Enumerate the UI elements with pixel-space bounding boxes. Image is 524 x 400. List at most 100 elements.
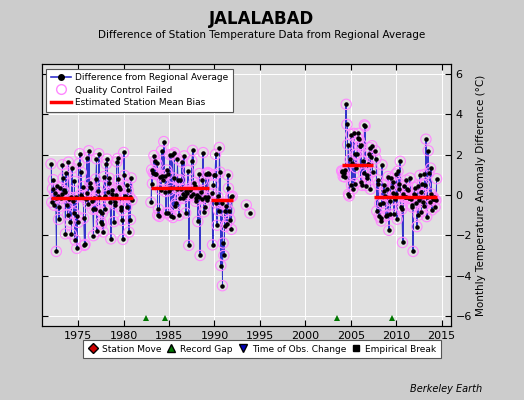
Point <box>194 194 203 200</box>
Point <box>410 184 419 191</box>
Point <box>242 202 250 208</box>
Point <box>414 212 422 218</box>
Point <box>339 173 347 180</box>
Point <box>204 194 213 200</box>
Point <box>380 188 388 194</box>
Point <box>373 208 381 214</box>
Point <box>212 200 221 206</box>
Point <box>93 228 101 235</box>
Point <box>424 148 432 154</box>
Point <box>126 216 135 223</box>
Point <box>400 183 408 189</box>
Point <box>183 190 191 196</box>
Point <box>188 147 196 154</box>
Point <box>148 180 157 187</box>
Point <box>408 204 417 210</box>
Point <box>123 204 131 210</box>
Point <box>427 191 435 197</box>
Point <box>386 198 395 204</box>
Point <box>188 147 196 154</box>
Point <box>371 148 379 154</box>
Point <box>69 198 77 204</box>
Point <box>97 221 106 228</box>
Point <box>157 148 166 154</box>
Point <box>122 194 130 201</box>
Point <box>118 217 126 224</box>
Point <box>194 218 202 225</box>
Point <box>391 171 400 177</box>
Point <box>58 162 67 168</box>
Point <box>361 123 369 129</box>
Point <box>169 175 178 181</box>
Point <box>226 216 234 223</box>
Point <box>418 181 427 188</box>
Point <box>362 182 370 189</box>
Point <box>391 196 399 203</box>
Point <box>128 197 136 203</box>
Point <box>125 229 133 235</box>
Point <box>198 195 206 202</box>
Point <box>186 187 194 194</box>
Point <box>86 184 94 190</box>
Point <box>149 170 157 176</box>
Point <box>374 181 383 188</box>
Point <box>227 226 236 232</box>
Point <box>386 198 395 204</box>
Point <box>115 184 123 190</box>
Point <box>340 170 348 176</box>
Point <box>192 195 201 202</box>
Point <box>221 223 230 230</box>
Point <box>80 242 89 248</box>
Point <box>406 175 414 181</box>
Point <box>205 170 213 177</box>
Point <box>116 204 125 210</box>
Point <box>57 195 65 202</box>
Point <box>89 232 97 239</box>
Point <box>358 182 366 189</box>
Point <box>171 202 179 209</box>
Point <box>156 174 164 180</box>
Point <box>365 144 374 151</box>
Point <box>174 177 182 183</box>
Point <box>72 245 81 252</box>
Point <box>155 213 163 220</box>
Point <box>354 130 363 136</box>
Point <box>49 176 58 183</box>
Point <box>163 171 172 177</box>
Point <box>92 156 101 162</box>
Point <box>170 150 179 156</box>
Point <box>168 151 176 158</box>
Point <box>432 176 441 182</box>
Point <box>100 173 108 180</box>
Point <box>82 196 90 202</box>
Point <box>166 152 174 158</box>
Point <box>181 192 189 199</box>
Point <box>63 211 72 218</box>
Point <box>353 151 361 158</box>
Point <box>355 136 363 143</box>
Point <box>147 166 156 173</box>
Point <box>202 171 210 177</box>
Point <box>67 194 75 201</box>
Point <box>127 175 135 181</box>
Point <box>119 149 128 156</box>
Point <box>147 166 156 173</box>
Point <box>203 169 212 176</box>
Point <box>110 218 118 225</box>
Point <box>375 213 383 219</box>
Point <box>158 172 167 179</box>
Point <box>166 152 174 158</box>
Point <box>172 200 180 206</box>
Point <box>431 204 439 210</box>
Point <box>48 199 56 206</box>
Point <box>390 211 398 218</box>
Point <box>200 209 208 215</box>
Point <box>400 194 409 201</box>
Point <box>91 206 99 212</box>
Point <box>99 210 107 216</box>
Point <box>169 175 178 181</box>
Point <box>54 216 63 222</box>
Point <box>337 168 346 174</box>
Point <box>228 193 236 199</box>
Point <box>107 190 116 197</box>
